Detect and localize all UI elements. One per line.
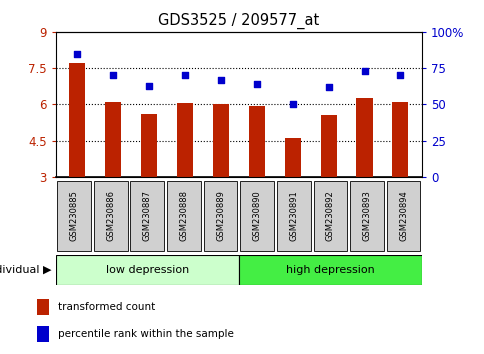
Text: transformed count: transformed count	[58, 302, 155, 313]
Point	[288, 102, 296, 107]
Text: GSM230885: GSM230885	[69, 190, 78, 241]
Bar	[105, 102, 121, 177]
Text: low depression: low depression	[106, 265, 189, 275]
Bar	[203, 181, 237, 251]
Bar	[349, 181, 383, 251]
Text: GSM230889: GSM230889	[215, 190, 225, 241]
Point	[253, 81, 260, 87]
Bar	[240, 181, 273, 251]
Text: individual ▶: individual ▶	[0, 265, 51, 275]
Text: GSM230894: GSM230894	[398, 190, 408, 241]
Text: percentile rank within the sample: percentile rank within the sample	[58, 329, 233, 339]
Bar	[320, 115, 336, 177]
Text: high depression: high depression	[286, 265, 374, 275]
Text: GSM230888: GSM230888	[179, 190, 188, 241]
Bar	[167, 181, 200, 251]
Bar	[386, 181, 420, 251]
Point	[109, 73, 117, 78]
Bar	[276, 181, 310, 251]
Bar	[57, 181, 91, 251]
Bar	[313, 181, 347, 251]
Bar	[94, 181, 127, 251]
Point	[145, 83, 152, 88]
Bar	[212, 104, 228, 177]
Bar	[284, 138, 300, 177]
Bar	[356, 98, 372, 177]
Point	[181, 73, 188, 78]
Bar	[37, 299, 49, 315]
Bar	[56, 255, 239, 285]
Bar	[177, 103, 193, 177]
Text: GSM230886: GSM230886	[106, 190, 115, 241]
Text: GSM230890: GSM230890	[252, 190, 261, 241]
Bar	[130, 181, 164, 251]
Point	[73, 51, 81, 57]
Bar	[248, 105, 264, 177]
Text: GSM230893: GSM230893	[362, 190, 371, 241]
Bar	[69, 63, 85, 177]
Bar	[141, 114, 157, 177]
Bar	[239, 255, 421, 285]
Point	[396, 73, 404, 78]
Point	[324, 84, 332, 90]
Text: GSM230887: GSM230887	[142, 190, 151, 241]
Point	[216, 77, 224, 82]
Point	[360, 68, 368, 74]
Text: GSM230892: GSM230892	[325, 190, 334, 241]
Bar	[37, 326, 49, 342]
Text: GSM230891: GSM230891	[288, 190, 298, 241]
Bar	[392, 102, 408, 177]
Title: GDS3525 / 209577_at: GDS3525 / 209577_at	[158, 13, 319, 29]
